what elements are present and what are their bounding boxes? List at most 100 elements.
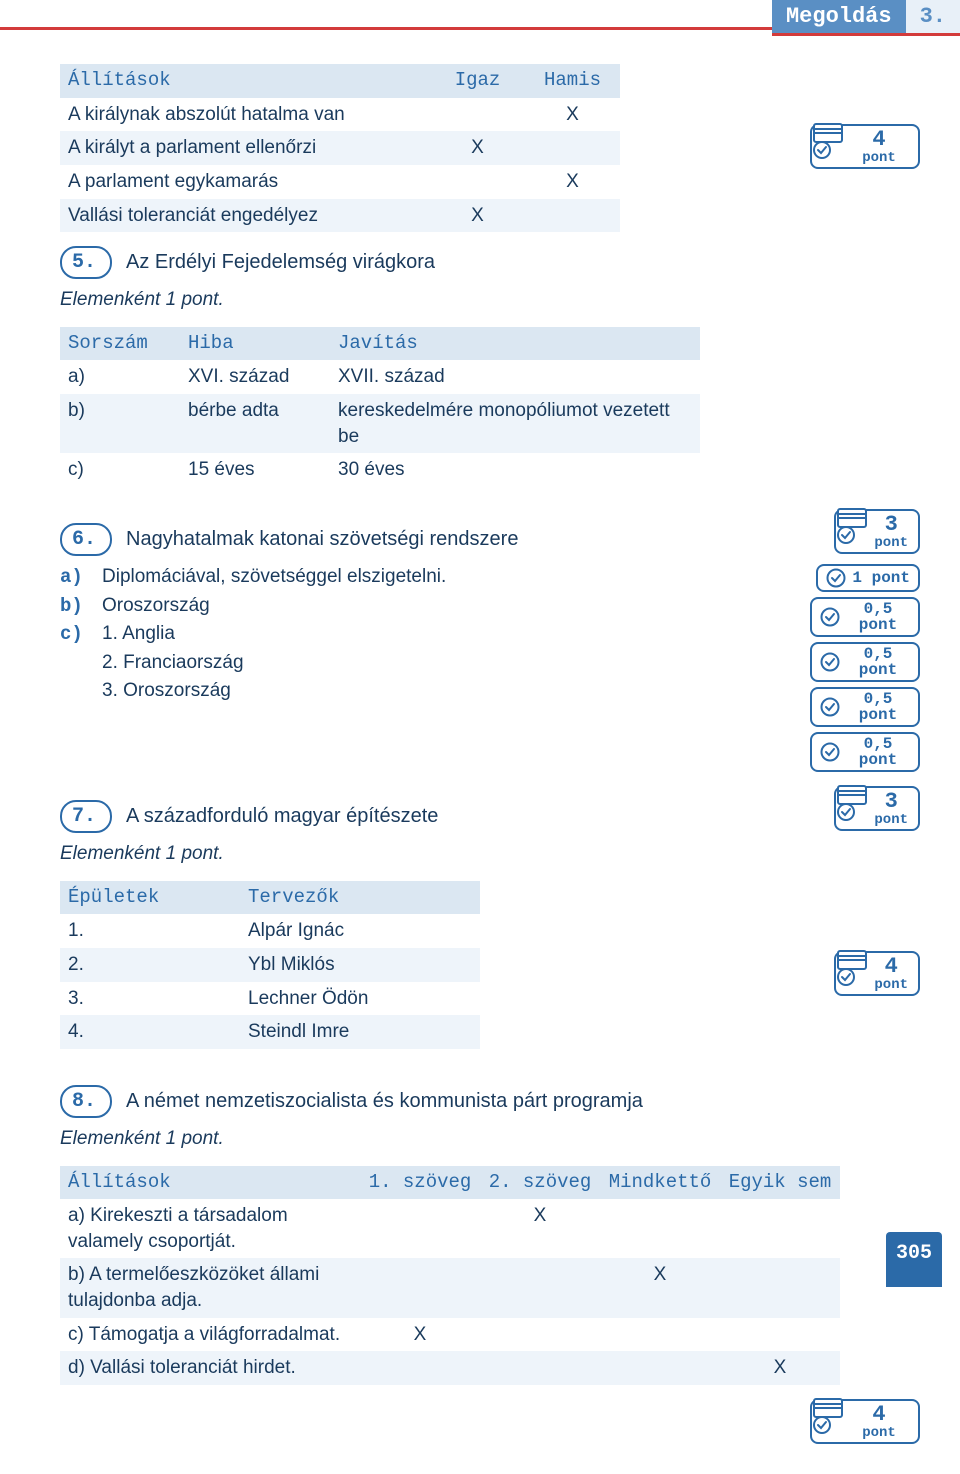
book-check-icon xyxy=(832,505,874,547)
q6-score-value: 3 xyxy=(874,514,908,536)
q7-note: Elemenként 1 pont. xyxy=(60,841,790,867)
q6-a-text: Diplomáciával, szövetséggel elszigetelni… xyxy=(102,564,446,590)
q7-table: Épületek Tervezők 1.Alpár Ignác 2.Ybl Mi… xyxy=(60,881,480,1049)
q6-item-c: c) 1. Anglia xyxy=(60,621,790,648)
q7-number-pill: 7. xyxy=(60,800,112,833)
q8-cell xyxy=(720,1318,840,1352)
q4-score-value: 4 xyxy=(850,129,908,151)
q8-head-both: Mindkettő xyxy=(600,1166,720,1200)
q7-score-box-top: 3 pont xyxy=(834,786,920,831)
q4-cell: X xyxy=(430,131,525,165)
q4-head-statements: Állítások xyxy=(60,64,430,98)
table-row: b) bérbe adta kereskedelmére monopóliumo… xyxy=(60,394,700,453)
table-row: d) Vallási toleranciát hirdet. X xyxy=(60,1351,840,1385)
q8-cell: X xyxy=(600,1258,720,1317)
q6-c1-pts: 0,5 pont xyxy=(846,646,910,678)
q7-cell: 1. xyxy=(60,914,240,948)
table-row: c) 15 éves 30 éves xyxy=(60,453,700,487)
page-header: Megoldás 3. xyxy=(0,0,960,36)
q5-number-pill: 5. xyxy=(60,246,112,279)
table-row: 3.Lechner Ödön xyxy=(60,982,480,1016)
q8-number-pill: 8. xyxy=(60,1085,112,1118)
q7-cell: Lechner Ödön xyxy=(240,982,480,1016)
table-row: 2.Ybl Miklós xyxy=(60,948,480,982)
q5-cell: c) xyxy=(60,453,180,487)
q4-cell: X xyxy=(525,98,620,132)
q6-b-text: Oroszország xyxy=(102,593,210,619)
q6-c3-pts: 0,5 pont xyxy=(846,736,910,768)
q5-cell: 30 éves xyxy=(330,453,700,487)
q6-a-points: 1 pont xyxy=(816,564,920,592)
q8-head-text1: 1. szöveg xyxy=(360,1166,480,1200)
q6-c-label: c) xyxy=(60,622,92,648)
q7-cell: 2. xyxy=(60,948,240,982)
q8-cell xyxy=(480,1351,600,1385)
q8-cell xyxy=(600,1318,720,1352)
q6-c2-points: 0,5 pont xyxy=(810,687,920,727)
q6-a-pts: 1 pont xyxy=(852,570,910,586)
q7-score-value: 3 xyxy=(874,791,908,813)
q7-cell: Ybl Miklós xyxy=(240,948,480,982)
q4-score-unit: pont xyxy=(850,151,908,165)
header-number: 3. xyxy=(906,0,960,36)
q5-note: Elemenként 1 pont. xyxy=(60,287,920,313)
q4-cell: X xyxy=(430,199,525,233)
q7-cell: Steindl Imre xyxy=(240,1015,480,1049)
q4-cell: X xyxy=(525,165,620,199)
q8-note: Elemenként 1 pont. xyxy=(60,1126,920,1152)
q5-head-num: Sorszám xyxy=(60,327,180,361)
q5-cell: 15 éves xyxy=(180,453,330,487)
q6-title: Nagyhatalmak katonai szövetségi rendszer… xyxy=(126,526,518,553)
q8-score-box: 4 pont xyxy=(810,1399,920,1444)
q5-table: Sorszám Hiba Javítás a) XVI. század XVII… xyxy=(60,327,700,487)
q6-item-b: b) Oroszország xyxy=(60,593,790,620)
q6-c3-points: 0,5 pont xyxy=(810,732,920,772)
check-icon xyxy=(820,742,840,762)
q5-head-fix: Javítás xyxy=(330,327,700,361)
q6-a-label: a) xyxy=(60,565,92,591)
q8-cell: a) Kirekeszti a társadalom valamely csop… xyxy=(60,1199,360,1258)
header-title: Megoldás xyxy=(772,0,906,36)
table-row: c) Támogatja a világforradalmat. X xyxy=(60,1318,840,1352)
q5-cell: bérbe adta xyxy=(180,394,330,453)
q5-cell: XVII. század xyxy=(330,360,700,394)
table-row: A parlament egykamarás X xyxy=(60,165,620,199)
q6-c2-pts: 0,5 pont xyxy=(846,691,910,723)
q4-cell xyxy=(525,199,620,233)
q4-cell: A parlament egykamarás xyxy=(60,165,430,199)
q8-head-text2: 2. szöveg xyxy=(480,1166,600,1200)
q5-cell: b) xyxy=(60,394,180,453)
q8-cell xyxy=(360,1351,480,1385)
table-row: b) A termelőeszközöket állami tulajdonba… xyxy=(60,1258,840,1317)
q6-c1-points: 0,5 pont xyxy=(810,642,920,682)
q7-cell: Alpár Ignác xyxy=(240,914,480,948)
q4-cell xyxy=(430,98,525,132)
q8-cell: d) Vallási toleranciát hirdet. xyxy=(60,1351,360,1385)
q7-cell: 3. xyxy=(60,982,240,1016)
q8-cell xyxy=(720,1258,840,1317)
table-row: Vallási toleranciát engedélyez X xyxy=(60,199,620,233)
q4-cell: Vallási toleranciát engedélyez xyxy=(60,199,430,233)
book-check-icon xyxy=(808,1395,850,1437)
q7-head-buildings: Épületek xyxy=(60,881,240,915)
table-row: a) XVI. század XVII. század xyxy=(60,360,700,394)
header-rule xyxy=(0,0,772,30)
q7-cell: 4. xyxy=(60,1015,240,1049)
q5-title: Az Erdélyi Fejedelemség virágkora xyxy=(126,249,435,276)
check-icon xyxy=(820,607,840,627)
book-check-icon xyxy=(832,782,874,824)
q8-cell: X xyxy=(720,1351,840,1385)
q4-cell xyxy=(430,165,525,199)
q4-cell xyxy=(525,131,620,165)
q7-score-unit: pont xyxy=(874,813,908,827)
q8-head-statements: Állítások xyxy=(60,1166,360,1200)
q7-head-designers: Tervezők xyxy=(240,881,480,915)
q7-score2-value: 4 xyxy=(874,956,908,978)
q6-score-unit: pont xyxy=(874,536,908,550)
q8-title: A német nemzetiszocialista és kommunista… xyxy=(126,1088,643,1115)
q7-score-box-bottom: 4 pont xyxy=(834,951,920,996)
q4-head-false: Hamis xyxy=(525,64,620,98)
q5-cell: XVI. század xyxy=(180,360,330,394)
q8-cell xyxy=(360,1258,480,1317)
q6-b-points: 0,5 pont xyxy=(810,597,920,637)
